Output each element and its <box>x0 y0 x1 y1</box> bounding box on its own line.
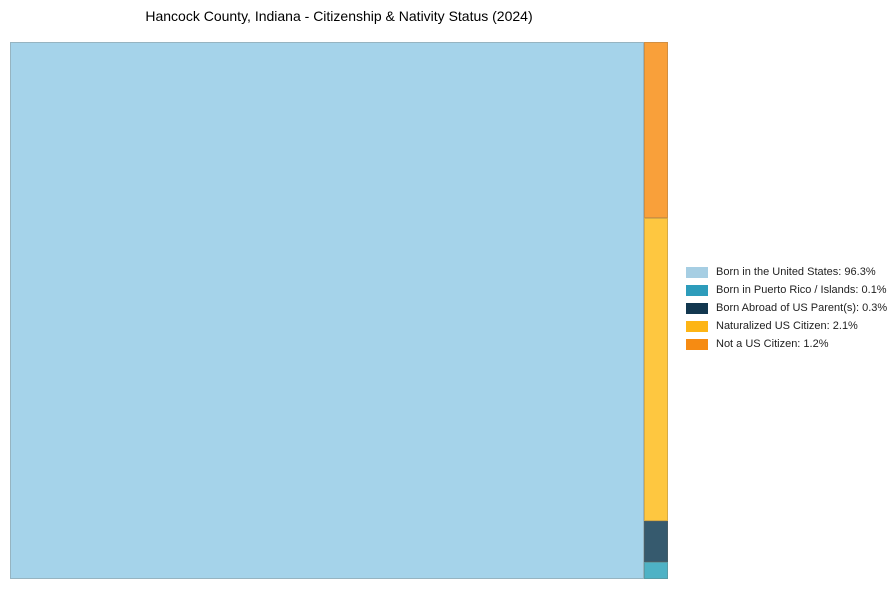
legend: Born in the United States: 96.3% Born in… <box>686 267 887 350</box>
legend-swatch-born-in-united-states <box>686 267 708 278</box>
legend-swatch-born-abroad-of-us-parents <box>686 303 708 314</box>
legend-item-not-a-us-citizen: Not a US Citizen: 1.2% <box>686 339 887 350</box>
legend-item-born-abroad-of-us-parents: Born Abroad of US Parent(s): 0.3% <box>686 303 887 314</box>
legend-label-born-abroad-of-us-parents: Born Abroad of US Parent(s): 0.3% <box>716 302 888 314</box>
legend-label-born-in-puerto-rico-islands: Born in Puerto Rico / Islands: 0.1% <box>716 284 887 296</box>
legend-swatch-naturalized-us-citizen <box>686 321 708 332</box>
treemap-tile-born-abroad-of-us-parents <box>644 521 668 562</box>
treemap-tile-born-in-united-states <box>10 42 644 579</box>
legend-label-born-in-united-states: Born in the United States: 96.3% <box>716 266 876 278</box>
legend-swatch-born-in-puerto-rico-islands <box>686 285 708 296</box>
treemap-plot <box>10 42 668 579</box>
chart-title: Hancock County, Indiana - Citizenship & … <box>145 8 533 24</box>
treemap-tile-not-a-us-citizen <box>644 42 668 218</box>
treemap-tile-naturalized-us-citizen <box>644 218 668 521</box>
legend-item-born-in-puerto-rico-islands: Born in Puerto Rico / Islands: 0.1% <box>686 285 887 296</box>
legend-label-not-a-us-citizen: Not a US Citizen: 1.2% <box>716 338 829 350</box>
legend-label-naturalized-us-citizen: Naturalized US Citizen: 2.1% <box>716 320 858 332</box>
legend-swatch-not-a-us-citizen <box>686 339 708 350</box>
legend-item-born-in-united-states: Born in the United States: 96.3% <box>686 267 887 278</box>
legend-item-naturalized-us-citizen: Naturalized US Citizen: 2.1% <box>686 321 887 332</box>
treemap-tile-born-in-puerto-rico-islands <box>644 562 668 579</box>
